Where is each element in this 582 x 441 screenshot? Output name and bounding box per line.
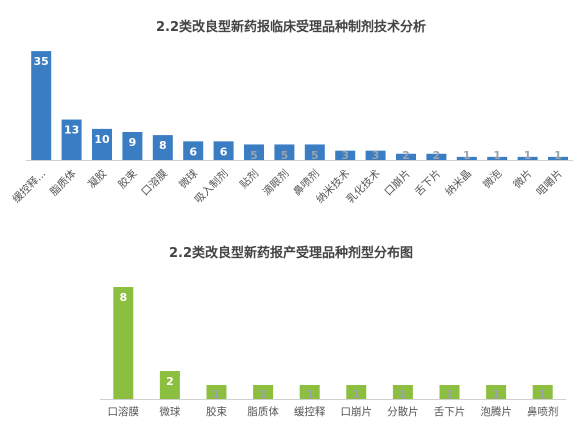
- chart1-value-label: 1: [493, 149, 501, 162]
- chart2-value-label: 1: [259, 388, 267, 401]
- chart1-value-label: 6: [189, 145, 197, 158]
- chart2-plot: 8 口溶膜 2 微球 1 胶束 1 脂质体 1 缓控释 1 口崩片 1 分散片 1 舌下片 1 泡腾片 1 鼻喷剂: [100, 287, 566, 418]
- chart1-bar: [396, 153, 416, 160]
- chart1-bar: [487, 156, 508, 160]
- chart2-category-label: 分散片: [387, 405, 419, 418]
- chart2-category-label: 脂质体: [247, 405, 279, 418]
- chart2-category-label: 口溶膜: [108, 405, 140, 418]
- chart1-bar: [426, 153, 447, 160]
- chart1-category-label: 微球: [176, 167, 200, 191]
- chart2-bar: [392, 385, 413, 399]
- chart1-value-label: 9: [129, 136, 137, 149]
- chart1-bar: [213, 141, 234, 160]
- chart2-category-label: 胶束: [206, 405, 227, 418]
- chart1-category-label: 微泡: [480, 167, 504, 191]
- chart1-value-label: 5: [281, 149, 289, 162]
- chart1-bar: [31, 51, 52, 160]
- chart1-bar: [92, 128, 112, 160]
- chart1-bar: [456, 156, 477, 160]
- chart1-bar: [183, 141, 204, 160]
- chart1-bar: [244, 144, 264, 160]
- chart1-value-label: 13: [64, 124, 79, 137]
- chart1-category-label: 口崩片: [382, 167, 413, 198]
- chart1-bar: [122, 132, 143, 160]
- chart1-category-label: 微片: [511, 167, 535, 191]
- chart1-category-label: 纳米晶: [442, 167, 473, 198]
- chart2-category-label: 微球: [159, 405, 180, 418]
- chart2-value-label: 1: [446, 388, 454, 401]
- chart2-value-label: 1: [399, 388, 407, 401]
- chart1-plot: 35缓控释...13脂质体10凝胶9胶束8口溶膜6微球6吸入制剂5贴剂5滴眼剂5…: [10, 51, 574, 206]
- chart1-category-label: 舌下片: [412, 167, 443, 198]
- chart2-bar: [253, 385, 274, 399]
- chart1-bar: [61, 119, 82, 160]
- chart2-value-label: 8: [119, 291, 127, 304]
- chart1-bar: [152, 135, 173, 160]
- chart1-value-label: 5: [311, 149, 319, 162]
- chart1-category-label: 胶束: [115, 167, 139, 191]
- chart2-value-label: 1: [213, 388, 221, 401]
- chart1-value-label: 1: [554, 149, 562, 162]
- chart2-value-label: 2: [166, 375, 174, 388]
- chart1-category-label: 滴眼剂: [260, 167, 291, 198]
- chart1-category-label: 口溶膜: [138, 167, 170, 199]
- chart2-title: 2.2类改良型新药报产受理品种剂型分布图: [169, 245, 413, 261]
- chart2-value-label: 1: [306, 388, 314, 401]
- chart1-bar: [335, 150, 356, 160]
- chart1-category-label: 缓控释...: [10, 167, 49, 206]
- chart2-bar: [346, 385, 367, 399]
- chart1-bar: [274, 144, 295, 160]
- chart1-value-label: 8: [159, 139, 167, 152]
- chart1-value-label: 3: [341, 149, 349, 162]
- chart2-category-label: 缓控释: [294, 405, 326, 418]
- chart1-category-label: 脂质体: [47, 167, 79, 199]
- chart1-category-label: 贴剂: [237, 167, 261, 191]
- chart1-value-label: 10: [94, 133, 110, 146]
- chart2-bar: [486, 385, 507, 399]
- chart1-bar: [548, 156, 568, 160]
- chart2-bar: [532, 385, 553, 399]
- chart1-value-label: 35: [34, 55, 49, 68]
- chart2-bar: [206, 385, 227, 399]
- chart1-bar: [304, 144, 325, 160]
- chart2-bar: [159, 371, 180, 399]
- chart2-category-label: 泡腾片: [480, 405, 512, 418]
- chart1-value-label: 3: [372, 149, 380, 162]
- chart2-value-label: 1: [352, 388, 360, 401]
- chart1-value-label: 1: [524, 149, 532, 162]
- chart1-value-label: 6: [220, 145, 228, 158]
- chart1-bar: [517, 156, 538, 160]
- chart1-title: 2.2类改良型新药报临床受理品种制剂技术分析: [156, 19, 426, 35]
- chart2-bar: [113, 287, 134, 399]
- chart2-value-label: 1: [492, 388, 500, 401]
- chart2-bar: [299, 385, 320, 399]
- chart1-category-label: 凝胶: [85, 167, 109, 191]
- chart1-bar: [365, 150, 386, 160]
- chart1-category-label: 吸入制剂: [192, 167, 231, 206]
- chart1-value-label: 5: [250, 149, 258, 162]
- chart1-value-label: 1: [463, 149, 471, 162]
- chart2-category-label: 鼻喷剂: [527, 405, 559, 418]
- chart1-category-label: 咀嚼片: [534, 167, 565, 198]
- chart2-value-label: 1: [539, 388, 547, 401]
- chart2-bar: [439, 385, 460, 399]
- chart1-value-label: 2: [402, 149, 410, 162]
- chart2-category-label: 舌下片: [434, 405, 466, 418]
- chart1-value-label: 2: [433, 149, 441, 162]
- chart1-category-label: 乳化技术: [344, 167, 383, 206]
- chart2-category-label: 口崩片: [341, 405, 373, 418]
